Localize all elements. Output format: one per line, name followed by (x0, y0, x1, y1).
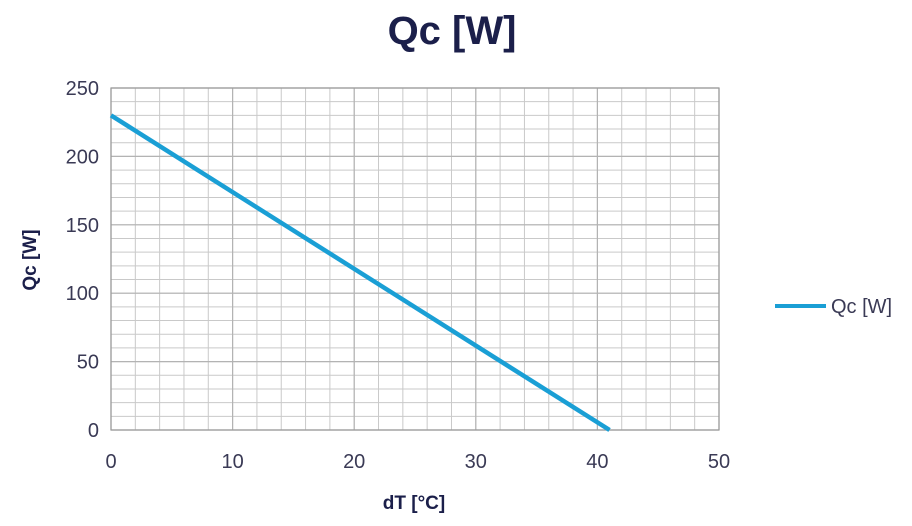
y-tick-label: 0 (88, 420, 99, 442)
x-tick-label: 0 (105, 451, 116, 473)
x-tick-label: 10 (221, 451, 243, 473)
y-axis-title: Qc [W] (20, 229, 41, 290)
x-tick-label: 20 (343, 451, 365, 473)
y-axis-ticks: 0 50 100 150 200 250 (66, 78, 99, 442)
legend: Qc [W] (775, 296, 892, 318)
series-line-qc (109, 113, 611, 432)
x-tick-label: 40 (586, 451, 608, 473)
grid (110, 87, 720, 431)
legend-label-qc: Qc [W] (831, 296, 892, 318)
x-tick-label: 50 (708, 451, 730, 473)
y-tick-label: 250 (66, 78, 99, 100)
series-layer (109, 113, 611, 432)
chart-title: Qc [W] (388, 9, 517, 53)
plot-frame (110, 87, 720, 431)
plot-area-border (110, 87, 720, 431)
y-tick-label: 50 (77, 352, 99, 374)
x-tick-label: 30 (465, 451, 487, 473)
x-axis-title: dT [°C] (383, 493, 445, 514)
x-axis-ticks: 0 10 20 30 40 50 (105, 451, 730, 473)
y-tick-label: 100 (66, 283, 99, 305)
y-tick-label: 200 (66, 146, 99, 168)
y-tick-label: 150 (66, 215, 99, 237)
